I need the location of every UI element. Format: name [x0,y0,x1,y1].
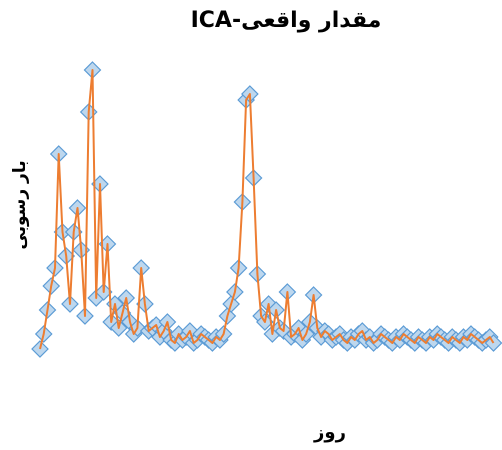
series-line [39,69,495,350]
x-axis-label: روز [314,422,346,443]
line-layer [39,69,495,350]
chart-title: مقدار واقعی-ICA [190,8,382,33]
data-point-marker [484,334,502,352]
